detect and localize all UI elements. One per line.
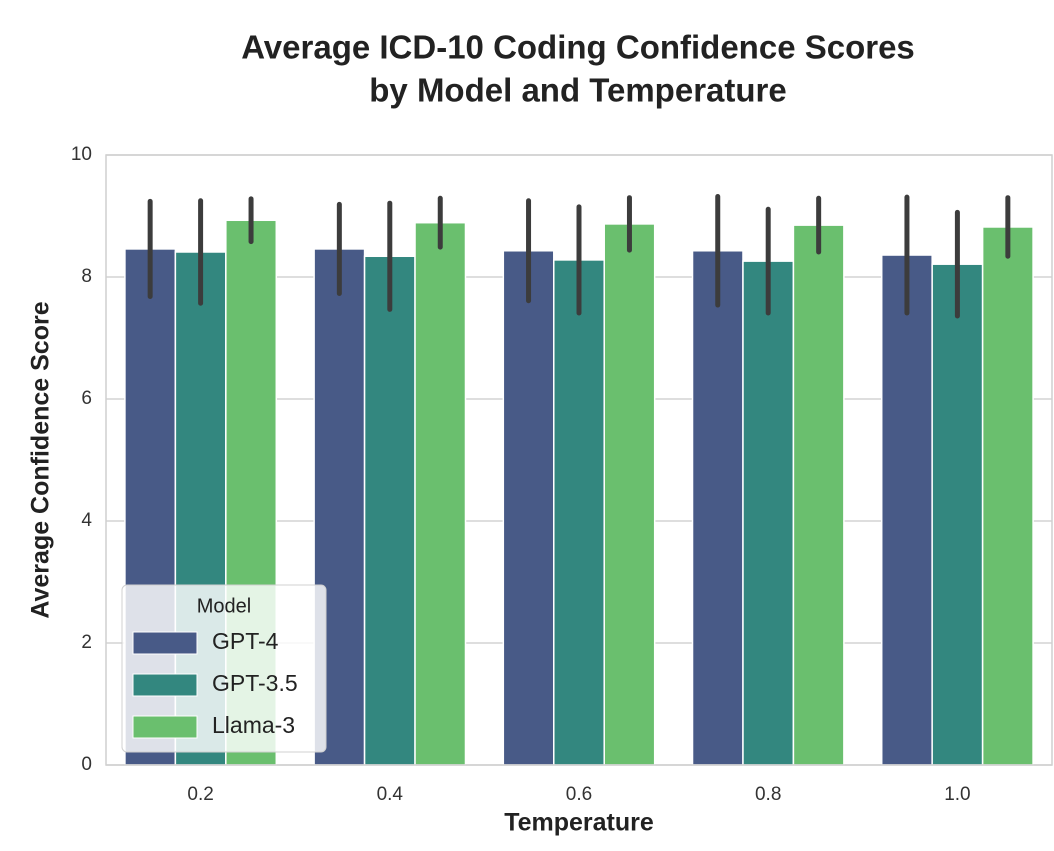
bar bbox=[414, 221, 467, 766]
bar bbox=[742, 260, 795, 766]
bar bbox=[981, 226, 1034, 766]
legend-label: Llama-3 bbox=[212, 712, 295, 738]
legend-label: GPT-3.5 bbox=[212, 670, 298, 696]
legend: Model GPT-4 GPT-3.5 Llama-3 bbox=[121, 584, 327, 753]
legend-label: GPT-4 bbox=[212, 628, 279, 654]
bar bbox=[792, 224, 845, 766]
y-tick-label: 10 bbox=[71, 144, 92, 165]
y-tick-label: 8 bbox=[81, 266, 92, 287]
bar bbox=[603, 223, 656, 766]
legend-swatch bbox=[132, 631, 198, 655]
legend-swatch bbox=[132, 715, 198, 739]
chart-title: Average ICD-10 Coding Confidence Scores bbox=[241, 29, 915, 66]
bar bbox=[363, 255, 416, 766]
y-tick-label: 6 bbox=[81, 388, 92, 409]
bar bbox=[553, 259, 605, 766]
x-tick-label: 1.0 bbox=[944, 784, 970, 805]
y-tick-label: 4 bbox=[81, 510, 92, 531]
y-tick-label: 0 bbox=[81, 754, 92, 775]
legend-title: Model bbox=[197, 595, 251, 617]
chart-title: by Model and Temperature bbox=[369, 72, 786, 109]
x-tick-label: 0.6 bbox=[566, 784, 592, 805]
legend-box bbox=[121, 584, 327, 753]
legend-swatch bbox=[132, 673, 198, 697]
plot-border bbox=[105, 154, 1053, 766]
y-tick-label: 2 bbox=[81, 632, 92, 653]
y-axis-label: Average Confidence Score bbox=[27, 301, 55, 618]
x-axis-label: Temperature bbox=[504, 809, 654, 837]
bar bbox=[880, 254, 933, 766]
bar bbox=[502, 250, 555, 766]
x-tick-label: 0.8 bbox=[755, 784, 781, 805]
bar bbox=[691, 250, 744, 766]
x-tick-label: 0.2 bbox=[187, 784, 213, 805]
x-tick-label: 0.4 bbox=[377, 784, 404, 805]
bar bbox=[931, 263, 984, 766]
